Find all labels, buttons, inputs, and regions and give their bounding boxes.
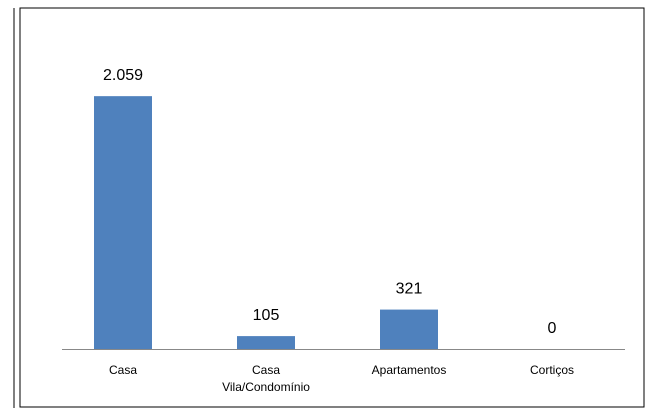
bar — [94, 96, 152, 349]
data-label: 2.059 — [103, 67, 143, 84]
data-label: 321 — [396, 281, 423, 298]
x-tick-label: Casa Vila/Condomínio — [222, 363, 310, 394]
x-tick-label: Cortiços — [530, 363, 574, 377]
bar — [237, 336, 295, 349]
bar — [380, 309, 438, 349]
x-tick-label: Casa — [109, 363, 137, 377]
data-label: 105 — [253, 307, 280, 324]
x-tick-label: Apartamentos — [372, 363, 447, 377]
data-label: 0 — [548, 320, 557, 337]
